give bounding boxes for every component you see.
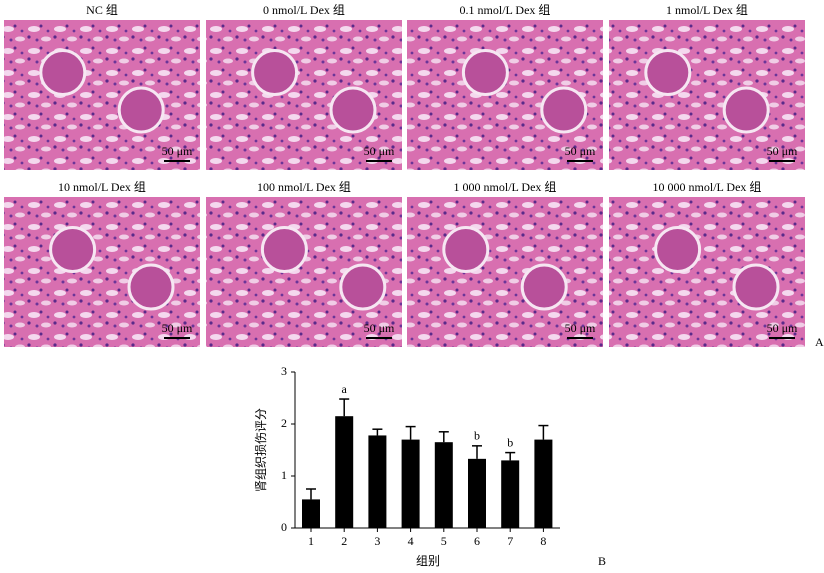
significance-label: a: [342, 382, 348, 396]
glomerulus: [722, 86, 770, 134]
y-tick-label: 1: [281, 468, 287, 482]
panel-letter: B: [598, 554, 606, 568]
scale-label: 50 μm: [364, 144, 395, 158]
x-tick-label: 4: [408, 534, 414, 548]
glomerulus: [339, 263, 387, 311]
scale-label: 50 μm: [162, 144, 193, 158]
y-tick-label: 3: [281, 364, 287, 378]
y-tick-label: 0: [281, 520, 287, 534]
bar: [534, 439, 553, 528]
scale-label: 50 μm: [565, 321, 596, 335]
glomerulus: [442, 226, 490, 273]
bar: [468, 458, 486, 528]
bar: [501, 460, 520, 528]
panel-label: NC 组: [86, 3, 118, 17]
scale-label: 50 μm: [565, 144, 596, 158]
glomerulus: [540, 86, 588, 134]
panel-label: 1 nmol/L Dex 组: [666, 3, 748, 17]
glomerulus: [117, 86, 165, 134]
glomerulus: [644, 49, 692, 96]
glomerulus: [461, 49, 509, 96]
glomerulus: [49, 226, 97, 273]
scale-label: 50 μm: [162, 321, 193, 335]
y-tick-label: 2: [281, 416, 287, 430]
x-tick-label: 7: [507, 534, 513, 548]
micrograph: [4, 20, 200, 170]
scale-label: 50 μm: [767, 144, 798, 158]
x-axis-label: 组别: [416, 554, 440, 568]
panel-label: 10 000 nmol/L Dex 组: [653, 180, 762, 194]
glomerulus: [520, 263, 568, 311]
bar: [302, 499, 320, 528]
significance-label: b: [474, 429, 480, 443]
panel-label: 0.1 nmol/L Dex 组: [460, 3, 551, 17]
micrograph: [407, 197, 603, 347]
x-tick-label: 8: [540, 534, 546, 548]
glomerulus: [260, 226, 308, 273]
scale-label: 50 μm: [767, 321, 798, 335]
panel-label: 100 nmol/L Dex 组: [257, 180, 351, 194]
x-tick-label: 1: [308, 534, 314, 548]
glomerulus: [732, 263, 780, 311]
glomerulus: [39, 49, 87, 96]
x-tick-label: 2: [341, 534, 347, 548]
panel-label: 1 000 nmol/L Dex 组: [454, 180, 557, 194]
bar: [335, 416, 354, 528]
significance-label: b: [507, 435, 513, 449]
glomerulus: [654, 226, 702, 273]
glomerulus: [329, 86, 377, 134]
glomerulus: [127, 263, 175, 311]
x-tick-label: 5: [441, 534, 447, 548]
panel-label: 0 nmol/L Dex 组: [263, 3, 345, 17]
x-tick-label: 3: [374, 534, 380, 548]
bar: [401, 439, 420, 528]
scale-label: 50 μm: [364, 321, 395, 335]
glomerulus: [251, 49, 299, 96]
micrograph: [609, 20, 805, 170]
bar: [368, 435, 387, 528]
x-tick-label: 6: [474, 534, 480, 548]
panel-letter: A: [815, 335, 824, 349]
panel-label: 10 nmol/L Dex 组: [58, 180, 146, 194]
y-axis-label: 肾组织损伤评分: [254, 408, 268, 492]
bar: [434, 442, 453, 528]
